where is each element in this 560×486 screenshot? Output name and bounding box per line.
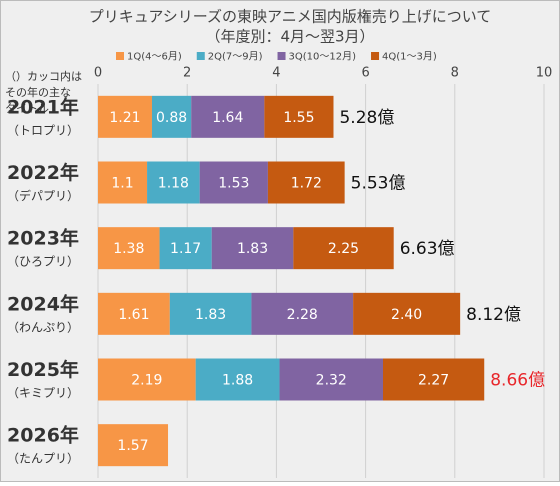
category-note: （トロプリ） xyxy=(7,123,79,137)
legend-swatch xyxy=(196,52,205,60)
value-label: 1.53 xyxy=(218,176,249,192)
value-label: 1.38 xyxy=(113,241,144,257)
category-note: （たんプリ） xyxy=(7,452,79,466)
value-label: 1.64 xyxy=(212,110,243,126)
bar-segment xyxy=(98,424,169,467)
bar-segment xyxy=(98,358,196,401)
total-label: 5.53億 xyxy=(351,174,406,194)
category-note: （デパプリ） xyxy=(7,188,79,203)
legend-swatch xyxy=(371,52,380,60)
value-label: 1.88 xyxy=(222,373,253,389)
value-label: 1.1 xyxy=(111,176,133,192)
x-tick-label: 6 xyxy=(361,66,369,81)
category-label: 2022年 xyxy=(7,161,79,184)
chart-subtitle: （年度別：4月～翌3月） xyxy=(205,28,374,46)
bar-segment xyxy=(195,358,280,401)
bar-segment xyxy=(353,292,461,335)
bar-segment xyxy=(98,292,170,335)
value-label: 2.25 xyxy=(328,241,359,257)
value-label: 2.32 xyxy=(316,373,347,389)
category-note: （わんぷり） xyxy=(7,320,79,334)
chart-title: プリキュアシリーズの東映アニメ国内版権売り上げについて xyxy=(89,8,492,26)
category-label: 2021年 xyxy=(7,95,79,118)
bar-segment xyxy=(98,161,148,204)
bar-segment xyxy=(191,95,265,138)
bar-segment xyxy=(147,161,200,204)
legend-label: 3Q(10～12月) xyxy=(289,51,357,63)
bar-segment xyxy=(251,292,354,335)
legend-swatch xyxy=(116,52,124,60)
value-label: 1.57 xyxy=(117,438,148,454)
legend-label: 1Q(4～6月) xyxy=(127,51,182,63)
bar-segment xyxy=(382,358,485,401)
x-tick-label: 4 xyxy=(272,66,280,81)
category-label: 2025年 xyxy=(7,358,79,381)
value-label: 1.18 xyxy=(158,176,189,192)
note: （）カッコ内は xyxy=(5,69,82,83)
bar-segment xyxy=(98,227,160,270)
total-label: 8.66億 xyxy=(490,371,545,391)
bar-segment xyxy=(211,227,294,270)
bar-segment xyxy=(199,161,268,204)
value-label: 1.17 xyxy=(170,241,201,257)
x-tick-label: 0 xyxy=(94,66,102,81)
category-note: （ひろプリ） xyxy=(7,255,79,269)
category-label: 2026年 xyxy=(7,424,79,447)
x-tick-label: 10 xyxy=(536,66,553,81)
category-note: （キミプリ） xyxy=(7,386,79,400)
bar-segment xyxy=(293,227,394,270)
legend-label: 4Q(1～3月) xyxy=(382,51,437,63)
value-label: 0.88 xyxy=(156,110,187,126)
value-label: 1.72 xyxy=(291,176,322,192)
legend-swatch xyxy=(277,52,286,60)
bar-segment xyxy=(279,358,383,401)
bar-segment xyxy=(151,95,192,138)
value-label: 2.40 xyxy=(391,307,422,323)
legend-label: 2Q(7～9月) xyxy=(208,51,263,63)
total-label: 6.63億 xyxy=(400,239,455,259)
value-label: 1.21 xyxy=(109,110,140,126)
value-label: 1.61 xyxy=(118,307,149,323)
note: タイトル xyxy=(5,102,49,115)
value-label: 1.55 xyxy=(283,110,314,126)
value-label: 2.27 xyxy=(418,373,449,389)
total-label: 5.28億 xyxy=(339,108,394,128)
x-tick-label: 2 xyxy=(183,66,191,81)
x-tick-label: 8 xyxy=(451,66,459,81)
bar-segment xyxy=(159,227,212,270)
bar-segment xyxy=(169,292,252,335)
bar-segment xyxy=(267,161,345,204)
bar-segment xyxy=(98,95,152,138)
value-label: 2.19 xyxy=(131,373,162,389)
value-label: 1.83 xyxy=(237,241,268,257)
value-label: 2.28 xyxy=(287,307,318,323)
note: その年の主な xyxy=(5,85,71,99)
category-label: 2023年 xyxy=(7,227,79,250)
category-label: 2024年 xyxy=(7,292,79,315)
value-label: 1.83 xyxy=(195,307,226,323)
bar-segment xyxy=(264,95,334,138)
total-label: 8.12億 xyxy=(466,305,521,325)
